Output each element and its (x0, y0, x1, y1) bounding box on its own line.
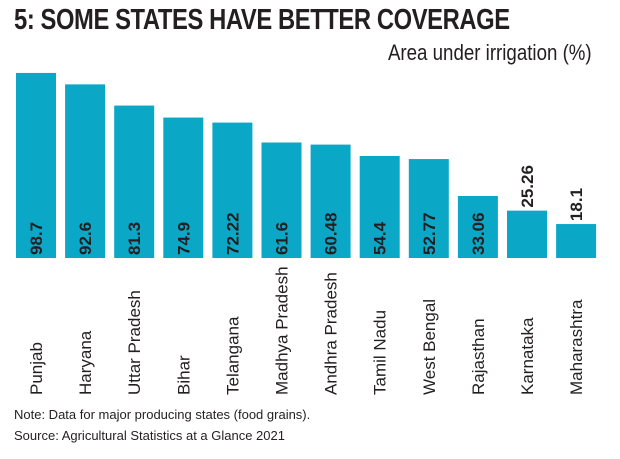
data-label: 61.6 (273, 222, 292, 255)
bar-haryana (65, 84, 106, 258)
bar-tamil-nadu (359, 156, 400, 258)
category-label: Uttar Pradesh (125, 290, 144, 395)
bar-telangana (212, 122, 253, 259)
data-label: 25.26 (518, 165, 537, 208)
category-label: Bihar (174, 355, 193, 395)
data-label: 74.9 (174, 222, 193, 255)
data-label: 52.77 (420, 212, 439, 255)
category-label: Andhra Pradesh (322, 272, 341, 395)
bar-karnataka (507, 210, 547, 258)
bar-punjab (16, 72, 56, 258)
category-label: Haryana (76, 330, 95, 395)
bar-uttar-pradesh (114, 105, 155, 258)
data-label: 92.6 (76, 222, 95, 255)
data-label: 60.48 (322, 212, 341, 255)
category-label: West Bengal (420, 299, 439, 395)
data-label: 33.06 (469, 212, 488, 255)
bar-madhya-pradesh (261, 142, 302, 258)
data-label: 98.7 (27, 222, 46, 255)
category-label: Tamil Nadu (371, 310, 390, 395)
category-label: Punjab (27, 342, 46, 395)
y-axis-label: Area under irrigation (%) (388, 40, 592, 65)
category-label: Rajasthan (469, 318, 488, 395)
category-label: Telangana (223, 316, 242, 395)
chart-title: 5: SOME STATES HAVE BETTER COVERAGE (14, 4, 510, 36)
bar-maharashtra (556, 224, 597, 258)
bar-west-bengal (408, 159, 449, 258)
category-label: Karnataka (518, 317, 537, 395)
category-label: Maharashtra (567, 299, 586, 395)
note-text: Note: Data for major producing states (f… (14, 407, 311, 422)
source-text: Source: Agricultural Statistics at a Gla… (14, 428, 285, 443)
data-label: 81.3 (125, 222, 144, 255)
category-label: Madhya Pradesh (273, 266, 292, 395)
data-label: 72.22 (223, 212, 242, 255)
data-label: 54.4 (371, 221, 390, 255)
bar-bihar (163, 117, 204, 258)
data-label: 18.1 (567, 188, 586, 221)
bar-rajasthan (457, 196, 498, 258)
bar-andhra-pradesh (310, 144, 351, 258)
